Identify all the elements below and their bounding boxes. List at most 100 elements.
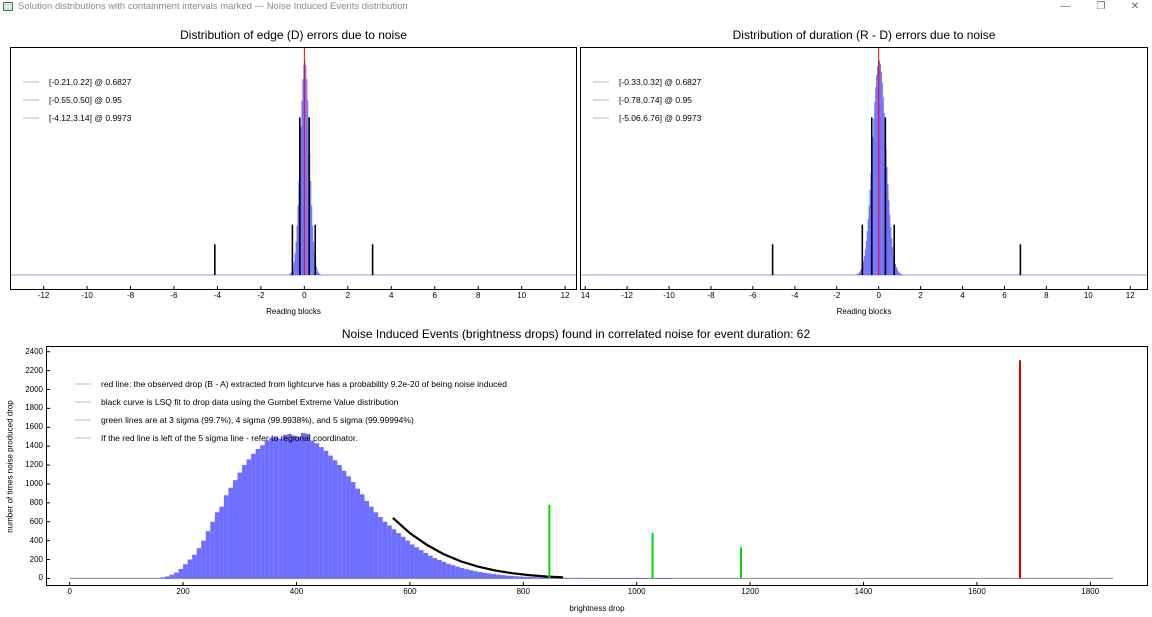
histogram-bar <box>295 241 297 275</box>
histogram-bar <box>900 274 902 275</box>
histogram-bar <box>886 166 888 275</box>
restore-button[interactable]: ❐ <box>1096 1 1106 12</box>
histogram-bar <box>306 79 308 275</box>
window-titlebar: Solution distributions with containment … <box>0 0 1152 14</box>
histogram-bar <box>418 550 424 579</box>
x-tick-label: -6 <box>170 291 178 300</box>
histogram-bar <box>414 547 419 579</box>
histogram-bar <box>866 231 868 275</box>
y-tick-label: 1800 <box>25 403 43 413</box>
histogram-bar <box>895 267 897 275</box>
x-tick-label: 2 <box>918 291 923 300</box>
histogram-bar <box>251 453 256 579</box>
legend-entry: red line: the observed drop (B - A) extr… <box>101 379 507 389</box>
y-tick-label: 2200 <box>25 365 43 375</box>
histogram-bar <box>301 432 306 579</box>
y-tick-label: 800 <box>29 497 43 507</box>
histogram-bar <box>405 540 410 579</box>
histogram-bar <box>446 563 451 579</box>
histogram-bar <box>269 437 274 579</box>
x-tick-label: -8 <box>707 291 715 300</box>
close-button[interactable]: ✕ <box>1130 1 1140 12</box>
histogram-bar <box>242 465 247 579</box>
histogram-bar <box>668 578 673 579</box>
edge-chart-title: Distribution of edge (D) errors due to n… <box>180 28 407 42</box>
histogram-bar <box>246 459 252 579</box>
histogram-bar <box>541 577 546 579</box>
x-tick-label: -12 <box>37 291 50 300</box>
noise-events-chart-title: Noise Induced Events (brightness drops) … <box>341 327 811 341</box>
histogram-bar <box>487 573 492 579</box>
histogram-bar <box>550 577 556 579</box>
edge-x-ticks: -12 -10 -8 -6 -4 -2 0 2 4 6 8 10 12 <box>10 290 577 304</box>
histogram-bar <box>300 126 302 275</box>
x-tick-label: 8 <box>475 291 481 300</box>
x-tick-label: 1000 <box>627 587 646 596</box>
noise-events-x-ticks: 0 200 400 600 800 1000 1200 1400 1600 1800 <box>46 586 1148 600</box>
histogram-bar <box>878 60 880 275</box>
x-tick-label: -4 <box>791 291 799 300</box>
histogram-bar <box>310 440 315 579</box>
histogram-bar <box>509 575 515 579</box>
x-tick-label: 1600 <box>967 587 986 596</box>
histogram-bar <box>187 559 193 579</box>
histogram-bar <box>614 578 619 579</box>
noise-events-plot-area: red line: the observed drop (B - A) extr… <box>47 351 1113 585</box>
x-tick-label: 0 <box>876 291 881 300</box>
edge-error-chart: [-0.21,0.22] @ 0.6827 [-0.55,0.50] @ 0.95… <box>10 47 577 290</box>
histogram-bar <box>654 578 660 579</box>
noise-events-chart: red line: the observed drop (B - A) extr… <box>46 346 1148 586</box>
x-tick-label: 6 <box>1002 291 1007 300</box>
x-tick-label: 4 <box>960 291 965 300</box>
x-tick-label: 0 <box>302 291 307 300</box>
histogram-bar <box>623 578 628 579</box>
histogram-bar <box>273 436 279 579</box>
y-tick-label: 1000 <box>25 478 43 488</box>
histogram-bar <box>323 450 329 579</box>
histogram-bar <box>310 181 312 275</box>
histogram-bar <box>174 572 179 579</box>
histogram-bar <box>346 476 351 579</box>
histogram-bar <box>901 274 903 275</box>
histogram-bar <box>260 445 265 579</box>
histogram-bar <box>858 272 860 275</box>
histogram-bar <box>378 517 383 579</box>
histogram-bar <box>169 574 175 579</box>
gumbel-fit-curve <box>392 517 564 579</box>
histogram-bar <box>459 568 465 579</box>
minimize-button[interactable]: — <box>1060 1 1070 12</box>
histogram-bar <box>523 576 528 579</box>
histogram-bar <box>298 181 300 275</box>
histogram-bar <box>264 440 270 579</box>
histogram-bar <box>464 569 469 579</box>
histogram-bar <box>319 447 324 579</box>
histogram-bar <box>573 578 578 579</box>
duration-error-plot-area: [-0.33,0.32] @ 0.6827 [-0.78,0.74] @ 0.95… <box>581 48 1147 289</box>
histogram-bar <box>876 74 878 275</box>
histogram-bar <box>391 529 397 579</box>
x-tick-label: 1800 <box>1081 587 1100 596</box>
histogram-bar <box>282 434 288 579</box>
histogram-bar <box>868 205 870 275</box>
histogram-bar <box>296 225 298 275</box>
legend-entry: [-4.12,3.14] @ 0.9973 <box>49 113 132 123</box>
x-tick-label: 8 <box>1044 291 1049 300</box>
histogram-bar <box>477 572 483 579</box>
histogram-bar <box>287 433 292 579</box>
histogram-bar <box>896 269 898 275</box>
legend-entry: black curve is LSQ fit to drop data usin… <box>101 397 399 407</box>
histogram-bar <box>632 578 637 579</box>
histogram-bar <box>879 64 881 275</box>
x-tick-label: 2 <box>345 291 351 300</box>
histogram-bar <box>888 200 890 275</box>
histogram-bar <box>891 237 893 275</box>
histogram-bar <box>350 482 356 579</box>
histogram-bar <box>314 443 320 579</box>
histogram-bar <box>505 575 510 579</box>
histogram-bar <box>288 274 290 275</box>
x-tick-label: 12 <box>1125 291 1135 300</box>
histogram-bar <box>302 79 304 275</box>
histogram-bar <box>859 271 861 275</box>
x-tick-label: 10 <box>1083 291 1093 300</box>
histogram-bar <box>373 512 379 579</box>
